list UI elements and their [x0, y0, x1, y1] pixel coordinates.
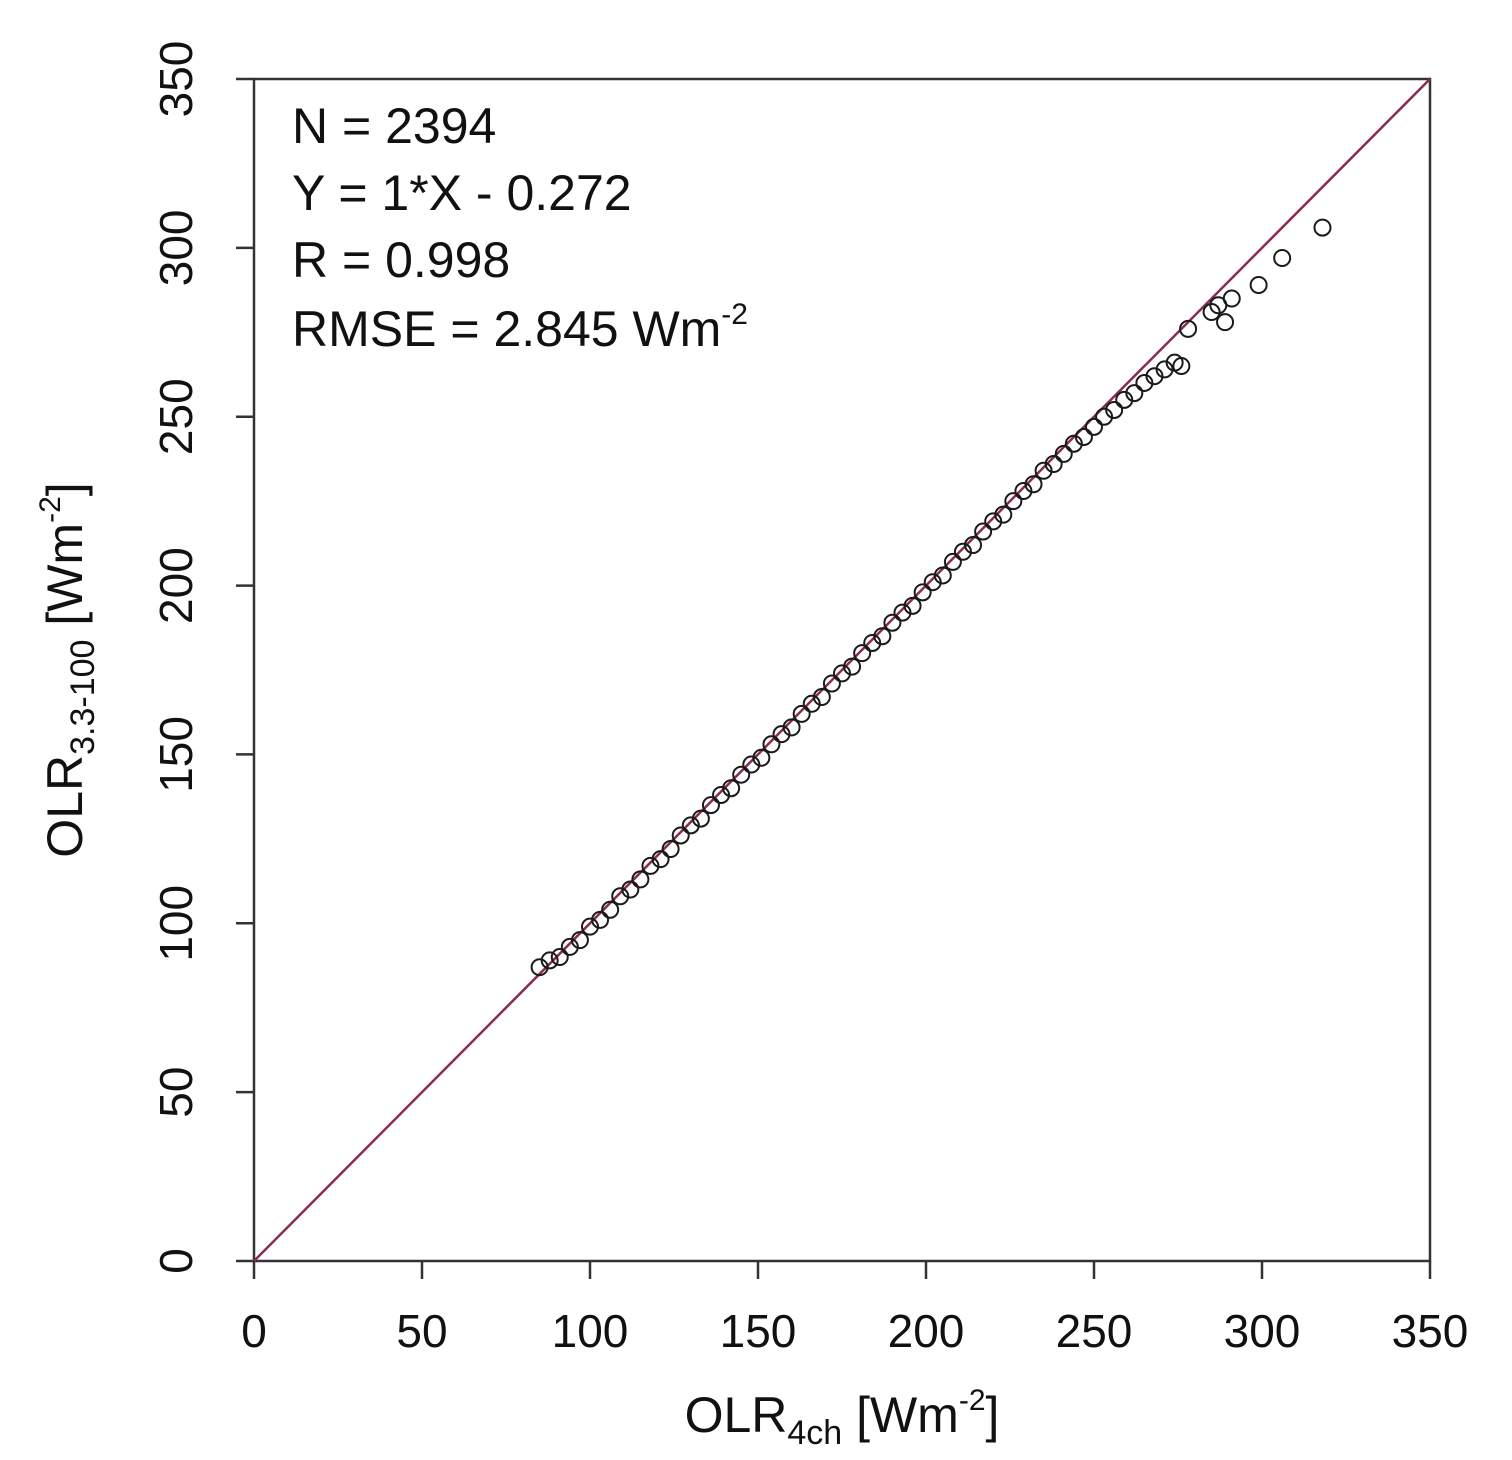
x-tick-label: 350 [1392, 1305, 1469, 1357]
x-tick-label: 0 [241, 1305, 267, 1357]
y-tick-label: 250 [150, 378, 202, 455]
x-tick-label: 250 [1056, 1305, 1133, 1357]
data-point [1105, 400, 1124, 419]
one-to-one-reference-line [253, 78, 1431, 1262]
x-axis-title-unit-close: ] [986, 1387, 1000, 1443]
x-axis-title-main: OLR [685, 1387, 788, 1443]
data-point [853, 644, 872, 663]
data-point [1216, 313, 1235, 332]
data-point [1004, 492, 1023, 511]
data-point [822, 674, 841, 693]
data-point [1172, 357, 1191, 376]
x-tick-label: 50 [396, 1305, 447, 1357]
annotation-n: N = 2394 [292, 98, 496, 154]
data-point [701, 796, 720, 815]
data-point [651, 850, 670, 869]
y-axis-title-unit-exponent: -2 [34, 496, 67, 523]
y-tick-label: 100 [150, 885, 202, 962]
y-axis-title-unit: [Wm [37, 523, 93, 640]
y-axis-title: OLR3.3-100 [Wm-2] [34, 482, 102, 857]
y-axis-title-unit-close: ] [37, 482, 93, 496]
y-axis-title-subscript: 3.3-100 [64, 640, 102, 755]
data-point [1024, 475, 1043, 494]
annotation-rmse-exp: -2 [721, 298, 748, 331]
data-point [1202, 303, 1221, 322]
y-tick-label: 200 [150, 547, 202, 624]
statistics-annotation: N = 2394 Y = 1*X - 0.272 R = 0.998 RMSE … [292, 98, 748, 357]
x-axis-title-subscript: 4ch [787, 1414, 842, 1452]
data-point [933, 566, 952, 585]
x-axis-title-unit-exponent: -2 [959, 1384, 986, 1417]
data-point [1313, 218, 1332, 237]
y-tick-label: 350 [150, 41, 202, 118]
annotation-rmse: RMSE = 2.845 Wm-2 [292, 298, 748, 357]
data-point [974, 522, 993, 541]
x-tick-label: 300 [1224, 1305, 1301, 1357]
data-point [812, 688, 831, 707]
x-tick-label: 100 [552, 1305, 629, 1357]
data-point [691, 809, 710, 828]
scatter-points [530, 218, 1332, 977]
data-point [843, 657, 862, 676]
data-point [762, 735, 781, 754]
data-point [661, 839, 680, 858]
data-point [732, 765, 751, 784]
data-point [913, 583, 932, 602]
data-point [1222, 289, 1241, 308]
data-point [883, 613, 902, 632]
annotation-r: R = 0.998 [292, 232, 510, 288]
x-axis-title-unit: [Wm [842, 1387, 959, 1443]
data-point [782, 718, 801, 737]
plot-frame [252, 77, 1432, 1263]
data-point [671, 826, 690, 845]
data-point [1249, 276, 1268, 295]
data-point [631, 870, 650, 889]
data-point [943, 552, 962, 571]
annotation-rmse-main: RMSE = 2.845 Wm [292, 301, 721, 357]
data-point [1179, 319, 1198, 338]
y-axis-ticks: 0 50 100 150 200 250 300 350 [150, 41, 254, 1274]
data-point [722, 779, 741, 798]
data-point [994, 505, 1013, 524]
y-tick-label: 150 [150, 716, 202, 793]
data-point [550, 948, 569, 967]
data-point [1125, 384, 1144, 403]
data-point [540, 951, 559, 970]
y-tick-label: 50 [150, 1067, 202, 1118]
x-tick-label: 200 [888, 1305, 965, 1357]
data-point [1044, 454, 1063, 473]
data-point [570, 931, 589, 950]
y-tick-label: 0 [150, 1248, 202, 1274]
x-axis-title: OLR4ch [Wm-2] [685, 1384, 1000, 1452]
data-point [903, 596, 922, 615]
x-axis-ticks: 0 50 100 150 200 250 300 350 [241, 1261, 1468, 1357]
data-point [1054, 444, 1073, 463]
data-point [1273, 248, 1292, 267]
data-point [591, 910, 610, 929]
data-point [964, 536, 983, 555]
y-axis-title-main: OLR [37, 755, 93, 858]
x-tick-label: 150 [720, 1305, 797, 1357]
data-point [873, 627, 892, 646]
annotation-fit: Y = 1*X - 0.272 [292, 165, 632, 221]
data-point [601, 900, 620, 919]
data-point [792, 704, 811, 723]
data-point [1085, 417, 1103, 436]
data-point [621, 880, 640, 899]
data-point [1074, 427, 1093, 446]
data-point [752, 748, 771, 767]
y-tick-label: 300 [150, 209, 202, 286]
